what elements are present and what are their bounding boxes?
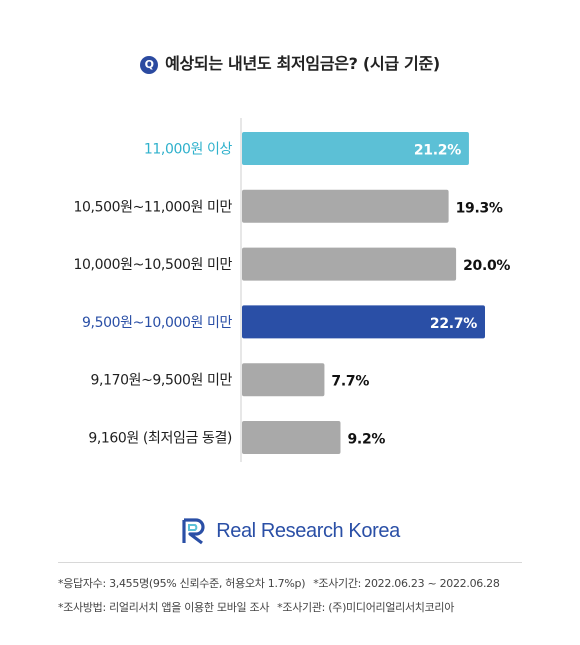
category-label: 9,160원 (최저임금 동결) [88, 431, 232, 447]
category-label: 10,500원~11,000원 미만 [74, 199, 233, 215]
bar [242, 305, 485, 339]
bar [242, 132, 469, 165]
footnote-line-2: *조사방법: 리얼리서치 앱을 이용한 모바일 조사 *조사기관: (주)미디어리… [58, 596, 538, 620]
category-label: 10,000원~10,500원 미만 [74, 257, 233, 273]
category-label: 11,000원 이상 [144, 142, 233, 158]
footnote-period: *조사기간: 2022.06.23 ~ 2022.06.28 [313, 577, 500, 590]
value-label: 19.3% [456, 200, 503, 216]
bar [242, 363, 325, 397]
footnote-respondents: *응답자수: 3,455명(95% 신뢰수준, 허용오차 1.7%p) [58, 577, 306, 590]
brand: Real Research Korea [0, 516, 580, 546]
value-label: 21.2% [414, 143, 461, 159]
value-label: 20.0% [463, 258, 510, 274]
bar-chart: 11,000원 이상 21.2% 10,500원~11,000원 미만 19.3% 10… [74, 118, 511, 462]
category-label: 9,170원~9,500원 미만 [91, 373, 233, 389]
bar [242, 189, 449, 223]
value-label: 7.7% [331, 374, 369, 390]
bar [242, 247, 457, 281]
bar [242, 421, 341, 454]
rr-monogram-icon [182, 518, 205, 545]
value-label: 9.2% [347, 432, 385, 448]
category-label: 9,500원~10,000원 미만 [82, 315, 232, 331]
divider [58, 562, 522, 563]
brand-name: Real Research Korea [216, 519, 400, 542]
footnote-method: *조사방법: 리얼리서치 앱을 이용한 모바일 조사 [58, 601, 270, 614]
value-label: 22.7% [430, 316, 477, 332]
footnote-organization: *조사기관: (주)미디어리얼리서치코리아 [277, 601, 455, 614]
footnotes: *응답자수: 3,455명(95% 신뢰수준, 허용오차 1.7%p) *조사기간… [58, 572, 538, 620]
footnote-line-1: *응답자수: 3,455명(95% 신뢰수준, 허용오차 1.7%p) *조사기간… [58, 572, 538, 596]
chart-title-text: 예상되는 내년도 최저임금은? (시급 기준) [165, 54, 440, 73]
chart-title: Q 예상되는 내년도 최저임금은? (시급 기준) [0, 50, 580, 74]
question-badge-icon: Q [140, 56, 159, 74]
